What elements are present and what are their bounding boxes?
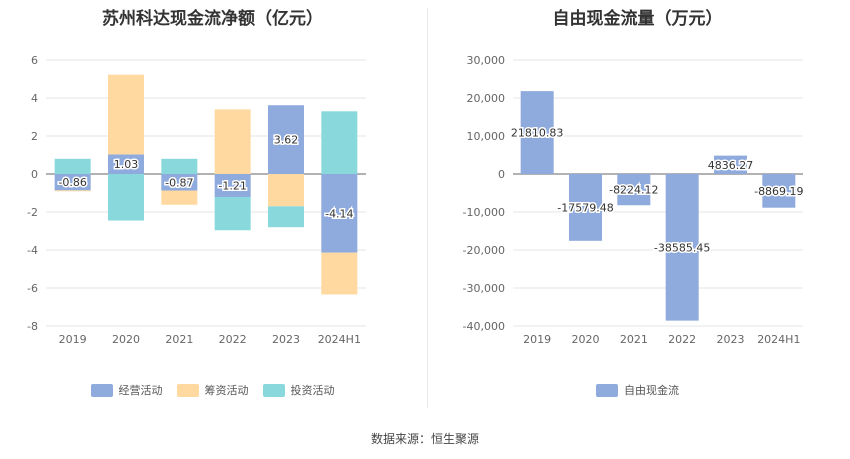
free-cash-flow-chart: 自由现金流量（万元） -40,000 -30,000 -20,000 -10,000 0… xyxy=(425,0,850,420)
panel-divider xyxy=(427,8,428,408)
bar xyxy=(214,196,251,231)
y-tick-label: 20,000 xyxy=(467,92,506,105)
x-tick-label: 2019 xyxy=(59,333,87,346)
y-tick-label: -10,000 xyxy=(463,206,505,219)
bar xyxy=(161,158,198,174)
bar xyxy=(54,174,91,191)
bar xyxy=(762,174,796,208)
y-tick-label: 0 xyxy=(498,168,505,181)
bar xyxy=(665,174,699,321)
legend-label: 自由现金流 xyxy=(624,384,679,397)
data-label: -4.14 xyxy=(325,207,353,220)
bar xyxy=(714,155,747,174)
x-tick-label: 2019 xyxy=(523,333,551,346)
y-tick-label: 2 xyxy=(31,130,38,143)
x-tick-label: 2021 xyxy=(620,333,648,346)
y-tick-label: -20,000 xyxy=(463,244,505,257)
legend-item[interactable]: 经营活动 xyxy=(90,382,163,398)
data-label: -17579.48 xyxy=(557,201,613,214)
y-tick-label: 6 xyxy=(31,54,38,67)
y-tick-label: 4 xyxy=(31,92,38,105)
y-tick-label: -40,000 xyxy=(463,320,505,333)
free-cash-flow-plot: -40,000 -30,000 -20,000 -10,000 0 10,000 20,00… xyxy=(463,54,806,346)
bar xyxy=(321,252,358,295)
legend: 自由现金流 xyxy=(425,382,850,398)
y-tick-label: -6 xyxy=(27,282,38,295)
cash-flow-net-plot: -8 -6 -4 -2 0 2 4 6 2019 2020 2021 2022 2023 2024H1 -0… xyxy=(27,54,366,346)
legend-swatch xyxy=(262,383,285,397)
chart-title: 自由现金流量（万元） xyxy=(552,9,723,29)
data-label: -8869.19 xyxy=(754,185,803,198)
y-tick-label: -4 xyxy=(27,244,38,257)
legend: 经营活动 筹资活动 投资活动 xyxy=(0,382,425,398)
legend-label: 筹资活动 xyxy=(204,384,249,397)
bar xyxy=(108,174,144,221)
x-tick-label: 2020 xyxy=(572,333,600,346)
y-tick-label: -30,000 xyxy=(463,282,505,295)
y-tick-label: -2 xyxy=(27,206,38,219)
legend-item[interactable]: 筹资活动 xyxy=(176,382,249,398)
y-tick-label: 30,000 xyxy=(467,54,506,67)
data-source-note: 数据来源：恒生聚源 xyxy=(370,432,479,446)
chart-title: 苏州科达现金流净额（亿元） xyxy=(102,9,323,29)
data-label: -0.86 xyxy=(58,176,86,189)
data-label: 4836.27 xyxy=(708,159,754,172)
y-tick-label: -8 xyxy=(27,320,38,333)
x-tick-label: 2020 xyxy=(112,333,140,346)
bar xyxy=(108,74,144,155)
data-label: -0.87 xyxy=(165,176,193,189)
bar xyxy=(54,190,91,192)
cash-flow-net-chart: 苏州科达现金流净额（亿元） -8 -6 -4 -2 0 2 4 6 2019 2020 2021 20… xyxy=(0,0,425,420)
legend-item[interactable]: 自由现金流 xyxy=(596,382,679,398)
x-tick-label: 2022 xyxy=(668,333,696,346)
bar xyxy=(161,174,198,191)
bar xyxy=(161,190,198,205)
bar xyxy=(268,174,304,207)
legend-item[interactable]: 投资活动 xyxy=(262,382,335,398)
bar xyxy=(617,174,651,206)
data-label: -1.21 xyxy=(218,179,246,192)
bar xyxy=(321,174,358,253)
x-tick-label: 2024H1 xyxy=(318,333,361,346)
x-tick-label: 2022 xyxy=(219,333,247,346)
x-tick-label: 2021 xyxy=(165,333,193,346)
legend-swatch xyxy=(90,383,113,397)
data-label: -38585.45 xyxy=(654,241,710,254)
bar xyxy=(268,206,304,228)
bar xyxy=(268,105,304,174)
data-label: 1.03 xyxy=(114,158,139,171)
x-tick-label: 2023 xyxy=(272,333,300,346)
data-label: -8224.12 xyxy=(609,184,658,197)
data-label: 21810.83 xyxy=(511,127,564,140)
legend-label: 投资活动 xyxy=(290,384,335,397)
bar xyxy=(321,111,358,174)
bar xyxy=(108,154,144,174)
bar xyxy=(569,174,602,241)
legend-label: 经营活动 xyxy=(118,384,163,397)
bar xyxy=(520,91,554,174)
y-tick-label: 0 xyxy=(31,168,38,181)
bar xyxy=(214,109,251,174)
bar xyxy=(54,158,91,174)
legend-swatch xyxy=(596,383,618,397)
x-tick-label: 2024H1 xyxy=(757,333,800,346)
y-tick-label: 10,000 xyxy=(467,130,506,143)
bar xyxy=(214,174,251,197)
x-tick-label: 2023 xyxy=(717,333,745,346)
legend-swatch xyxy=(176,383,199,397)
data-label: 3.62 xyxy=(274,134,299,147)
